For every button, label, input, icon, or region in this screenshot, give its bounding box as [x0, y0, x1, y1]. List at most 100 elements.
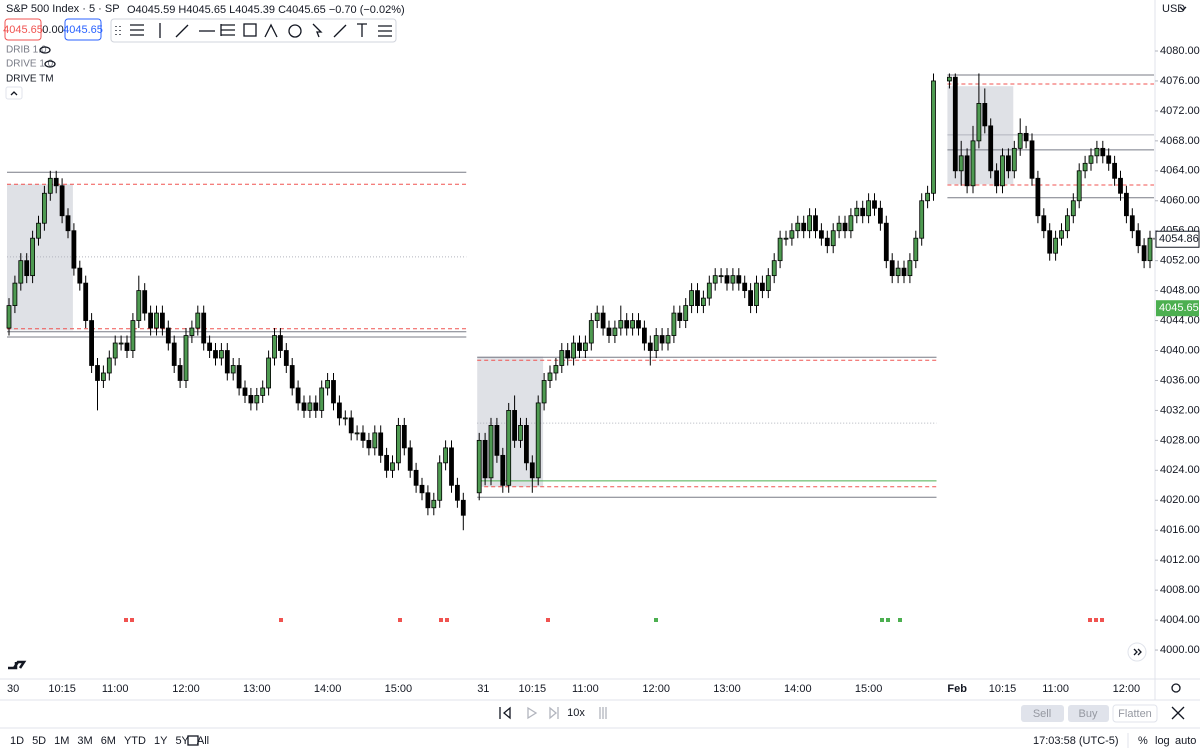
timeframe[interactable]: 6M	[101, 735, 116, 747]
tool-circle[interactable]	[288, 24, 302, 38]
candle-body	[795, 222, 801, 232]
indicator-label[interactable]: DRIVE TM	[6, 74, 54, 85]
candle-body	[1023, 132, 1029, 142]
close-replay[interactable]	[1171, 706, 1185, 720]
timeframe[interactable]: 5D	[32, 735, 46, 747]
timeframe[interactable]: 3M	[77, 735, 92, 747]
currency-dropdown[interactable]	[1179, 6, 1187, 11]
sell-button[interactable]	[1021, 705, 1064, 722]
buy-button[interactable]	[1068, 705, 1109, 722]
candle-body	[18, 260, 24, 284]
candle-body	[1059, 230, 1064, 239]
candle-body	[59, 185, 65, 217]
candle-body	[1017, 132, 1023, 149]
replay-speed[interactable]: 10x	[567, 707, 585, 719]
sell-price[interactable]: 4045.65	[3, 24, 43, 36]
date-range-icon[interactable]	[187, 735, 199, 746]
hide-icon[interactable]	[44, 60, 56, 68]
candle-body	[760, 282, 765, 292]
drag-handle[interactable]	[115, 26, 121, 35]
time-axis: 30 10:15 11:00 12:00 13:00 14:00 15:00 31 10:15 1…	[7, 683, 1140, 695]
candle-body	[242, 387, 248, 396]
replay-play[interactable]	[527, 706, 538, 720]
candle-body	[12, 282, 18, 306]
indicator-label[interactable]: DRIB 1.0	[6, 45, 47, 56]
candle-body	[919, 200, 925, 239]
buy-box[interactable]	[64, 18, 102, 41]
replay-exit-sync[interactable]	[599, 707, 607, 719]
flatten-button[interactable]	[1112, 704, 1158, 723]
candle-body	[777, 237, 783, 262]
timeframe[interactable]: YTD	[124, 735, 146, 747]
tool-settings[interactable]	[378, 25, 392, 37]
replay-start[interactable]	[499, 706, 511, 720]
currency[interactable]: USD	[1162, 3, 1185, 15]
tool-pitchfork[interactable]	[264, 23, 278, 38]
candle-body	[701, 297, 706, 306]
scale-option[interactable]: %	[1138, 735, 1148, 747]
signal	[1100, 618, 1104, 622]
sell-box[interactable]	[4, 18, 42, 41]
symbol: S&P 500 Index · 5 · SP	[6, 3, 120, 15]
tool-cursor[interactable]	[312, 23, 323, 38]
candle-body	[571, 342, 576, 359]
candle-body	[201, 312, 207, 344]
scale-option[interactable]: auto	[1175, 735, 1196, 747]
tool-rect[interactable]	[243, 23, 257, 37]
timeframe[interactable]: 5Y	[175, 735, 189, 747]
candle-body	[559, 350, 565, 366]
candle-body	[460, 499, 466, 516]
clock[interactable]: 17:03:58 (UTC-5)	[1033, 735, 1119, 747]
indicator-label[interactable]: DRIVE 1.0	[6, 59, 54, 70]
replay-controls[interactable]	[499, 706, 607, 720]
candle-body	[224, 350, 230, 374]
replay-step[interactable]	[549, 706, 559, 720]
candle-body	[301, 402, 307, 411]
timeframe[interactable]: All	[197, 735, 209, 747]
candle-body	[1035, 177, 1041, 217]
candle-body	[336, 402, 342, 419]
buy-price[interactable]: 4045.65	[63, 24, 103, 36]
tool-ruler[interactable]	[333, 24, 347, 38]
candle-body	[65, 215, 71, 232]
candle-body	[183, 335, 189, 381]
timeframe[interactable]: 1D	[10, 735, 24, 747]
flatten-label[interactable]: Flatten	[1118, 708, 1152, 720]
y-tick-label: 4072.00	[1160, 105, 1200, 117]
candle-body	[1118, 177, 1123, 194]
hide-icon[interactable]	[39, 46, 51, 54]
y-tick-label: 4064.00	[1160, 165, 1200, 177]
candle-body	[218, 350, 224, 359]
ohlc: O4045.59 H4045.65 L4045.39 C4045.65 −0.7…	[127, 4, 405, 16]
signal	[880, 618, 884, 622]
candle-body	[53, 177, 59, 187]
collapse-button[interactable]	[5, 86, 23, 100]
candle-body	[1076, 170, 1082, 202]
candle-body	[6, 305, 12, 329]
timeframe[interactable]: 1M	[54, 735, 69, 747]
tool-fib[interactable]	[220, 24, 235, 36]
buy-label[interactable]: Buy	[1079, 708, 1098, 720]
candle-body	[443, 447, 449, 464]
settings-icon[interactable]	[1171, 683, 1181, 693]
candle-body	[213, 350, 218, 359]
candle-body	[695, 290, 700, 306]
x-tick-label: 10:15	[519, 683, 547, 695]
tool-trend[interactable]	[175, 24, 189, 38]
y-tick-label: 4000.00	[1160, 644, 1200, 656]
candle-body	[907, 260, 913, 277]
sell-label[interactable]: Sell	[1033, 708, 1051, 720]
timeframe[interactable]: 1Y	[154, 735, 168, 747]
candle-body	[272, 335, 277, 359]
scale-option[interactable]: log	[1155, 735, 1170, 747]
candle-body	[872, 200, 877, 209]
candle-body	[171, 342, 177, 366]
candle-body	[588, 320, 594, 344]
tool-text[interactable]	[357, 23, 367, 37]
candle-body	[494, 425, 500, 456]
candle-body	[748, 290, 753, 306]
candle-body	[671, 312, 677, 336]
toolbar-icons[interactable]	[115, 23, 392, 38]
tool-hlines[interactable]	[130, 24, 144, 36]
